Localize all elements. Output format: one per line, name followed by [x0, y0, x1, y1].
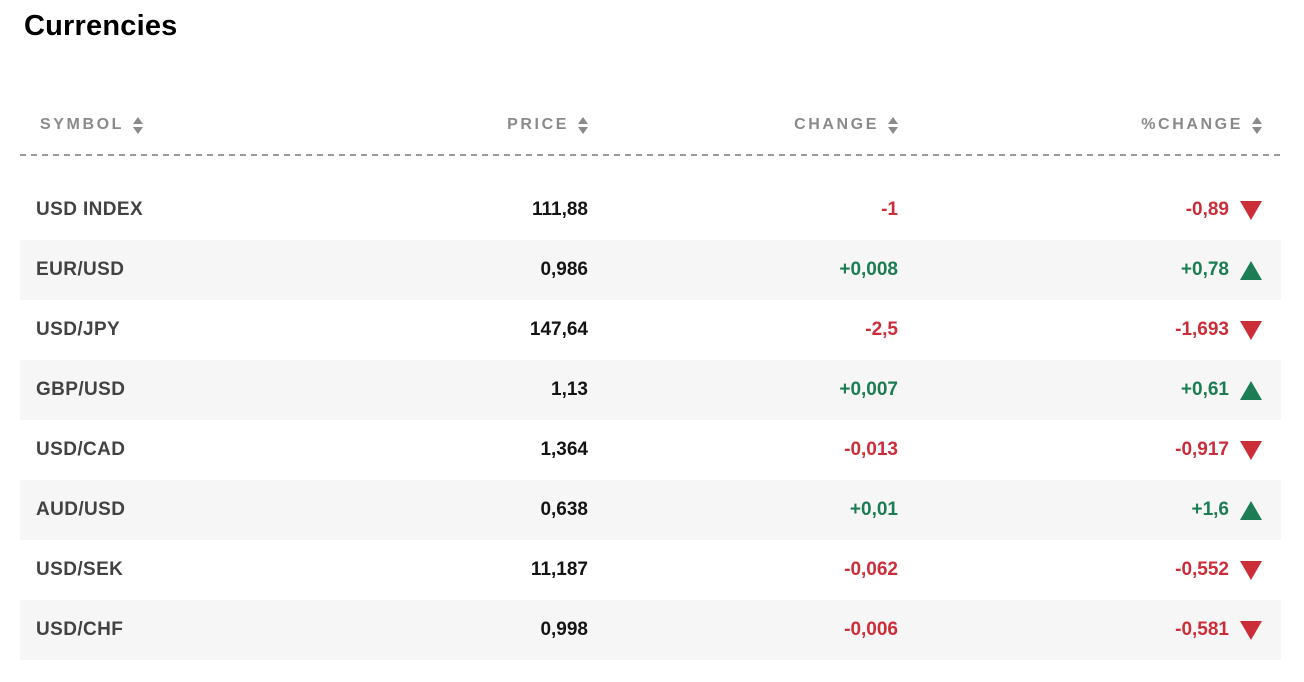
- change-cell: -0,013: [844, 439, 898, 460]
- triangle-up-icon: [1240, 260, 1262, 280]
- percent-change-value: +0,61: [1180, 379, 1229, 400]
- price-cell: 0,986: [540, 259, 588, 280]
- percent-change-cell: -0,917: [898, 439, 1281, 461]
- percent-change-cell: +1,6: [898, 499, 1281, 521]
- symbol-cell: GBP/USD: [36, 379, 126, 400]
- price-cell: 1,13: [551, 379, 588, 400]
- column-header-change[interactable]: CHANGE: [588, 116, 898, 134]
- sort-down-triangle-icon: [888, 126, 898, 134]
- price-cell: 1,364: [540, 439, 588, 460]
- symbol-cell: USD/CAD: [36, 439, 126, 460]
- symbol-cell: USD/CHF: [36, 619, 124, 640]
- symbol-cell: AUD/USD: [36, 499, 126, 520]
- table-row[interactable]: EUR/USD 0,986 +0,008 +0,78: [20, 240, 1281, 300]
- triangle-up-icon: [1240, 380, 1262, 400]
- column-header-label: SYMBOL: [40, 116, 125, 133]
- percent-change-value: -0,581: [1175, 619, 1229, 640]
- column-header-price[interactable]: PRICE: [320, 116, 588, 134]
- percent-change-value: -0,89: [1185, 199, 1229, 220]
- table-row[interactable]: USD/CAD 1,364 -0,013 -0,917: [20, 420, 1281, 480]
- column-header-symbol[interactable]: SYMBOL: [20, 116, 320, 134]
- table-row[interactable]: GBP/USD 1,13 +0,007 +0,61: [20, 360, 1281, 420]
- percent-change-cell: -0,552: [898, 559, 1281, 581]
- sort-down-triangle-icon: [1252, 126, 1262, 134]
- column-header-pct-change[interactable]: %CHANGE: [898, 116, 1281, 134]
- table-row[interactable]: AUD/USD 0,638 +0,01 +1,6: [20, 480, 1281, 540]
- change-cell: +0,008: [839, 259, 898, 280]
- sort-up-triangle-icon: [133, 116, 144, 124]
- percent-change-value: -1,693: [1175, 319, 1229, 340]
- column-header-label: PRICE: [507, 116, 569, 133]
- percent-change-cell: -0,89: [898, 199, 1281, 221]
- change-cell: -1: [881, 199, 898, 220]
- sort-up-triangle-icon: [888, 116, 898, 124]
- price-cell: 111,88: [531, 199, 588, 220]
- change-cell: -2,5: [865, 319, 898, 340]
- column-header-label: CHANGE: [794, 116, 879, 133]
- table-body: USD INDEX 111,88 -1 -0,89 EUR/USD 0,986 …: [20, 180, 1281, 660]
- table-row[interactable]: USD INDEX 111,88 -1 -0,89: [20, 180, 1281, 240]
- symbol-cell: USD/SEK: [36, 559, 124, 580]
- triangle-down-icon: [1240, 320, 1262, 340]
- percent-change-cell: -1,693: [898, 319, 1281, 341]
- price-cell: 0,638: [540, 499, 588, 520]
- price-cell: 11,187: [530, 559, 588, 580]
- symbol-cell: EUR/USD: [36, 259, 125, 280]
- sort-arrows-icon: [578, 116, 588, 134]
- table-row[interactable]: USD/CHF 0,998 -0,006 -0,581: [20, 600, 1281, 660]
- price-cell: 147,64: [529, 319, 588, 340]
- sort-down-triangle-icon: [578, 126, 588, 134]
- column-header-label: %CHANGE: [1141, 116, 1243, 133]
- percent-change-value: +1,6: [1191, 499, 1229, 520]
- triangle-down-icon: [1240, 440, 1262, 460]
- header-dashed-divider: [20, 154, 1281, 156]
- percent-change-value: -0,552: [1175, 559, 1229, 580]
- triangle-down-icon: [1240, 200, 1262, 220]
- percent-change-cell: +0,78: [898, 259, 1281, 281]
- sort-down-triangle-icon: [133, 126, 144, 134]
- page-title: Currencies: [24, 10, 178, 42]
- table-header-row: SYMBOL PRICE CHANGE: [20, 96, 1281, 154]
- currencies-widget: Currencies SYMBOL PRICE CHANGE: [0, 8, 1304, 682]
- percent-change-value: +0,78: [1180, 259, 1229, 280]
- sort-arrows-icon: [1252, 116, 1262, 134]
- change-cell: +0,007: [839, 379, 898, 400]
- sort-arrows-icon: [888, 116, 898, 134]
- percent-change-cell: -0,581: [898, 619, 1281, 641]
- triangle-up-icon: [1240, 500, 1262, 520]
- table-row[interactable]: USD/JPY 147,64 -2,5 -1,693: [20, 300, 1281, 360]
- symbol-cell: USD INDEX: [36, 199, 144, 220]
- change-cell: -0,062: [844, 559, 898, 580]
- table-row[interactable]: USD/SEK 11,187 -0,062 -0,552: [20, 540, 1281, 600]
- symbol-cell: USD/JPY: [36, 319, 121, 340]
- triangle-down-icon: [1240, 560, 1262, 580]
- sort-arrows-icon: [133, 116, 144, 134]
- change-cell: +0,01: [849, 499, 898, 520]
- percent-change-cell: +0,61: [898, 379, 1281, 401]
- sort-up-triangle-icon: [578, 116, 588, 124]
- change-cell: -0,006: [844, 619, 898, 640]
- percent-change-value: -0,917: [1175, 439, 1229, 460]
- triangle-down-icon: [1240, 620, 1262, 640]
- price-cell: 0,998: [540, 619, 588, 640]
- currencies-table: SYMBOL PRICE CHANGE: [20, 96, 1281, 660]
- sort-up-triangle-icon: [1252, 116, 1262, 124]
